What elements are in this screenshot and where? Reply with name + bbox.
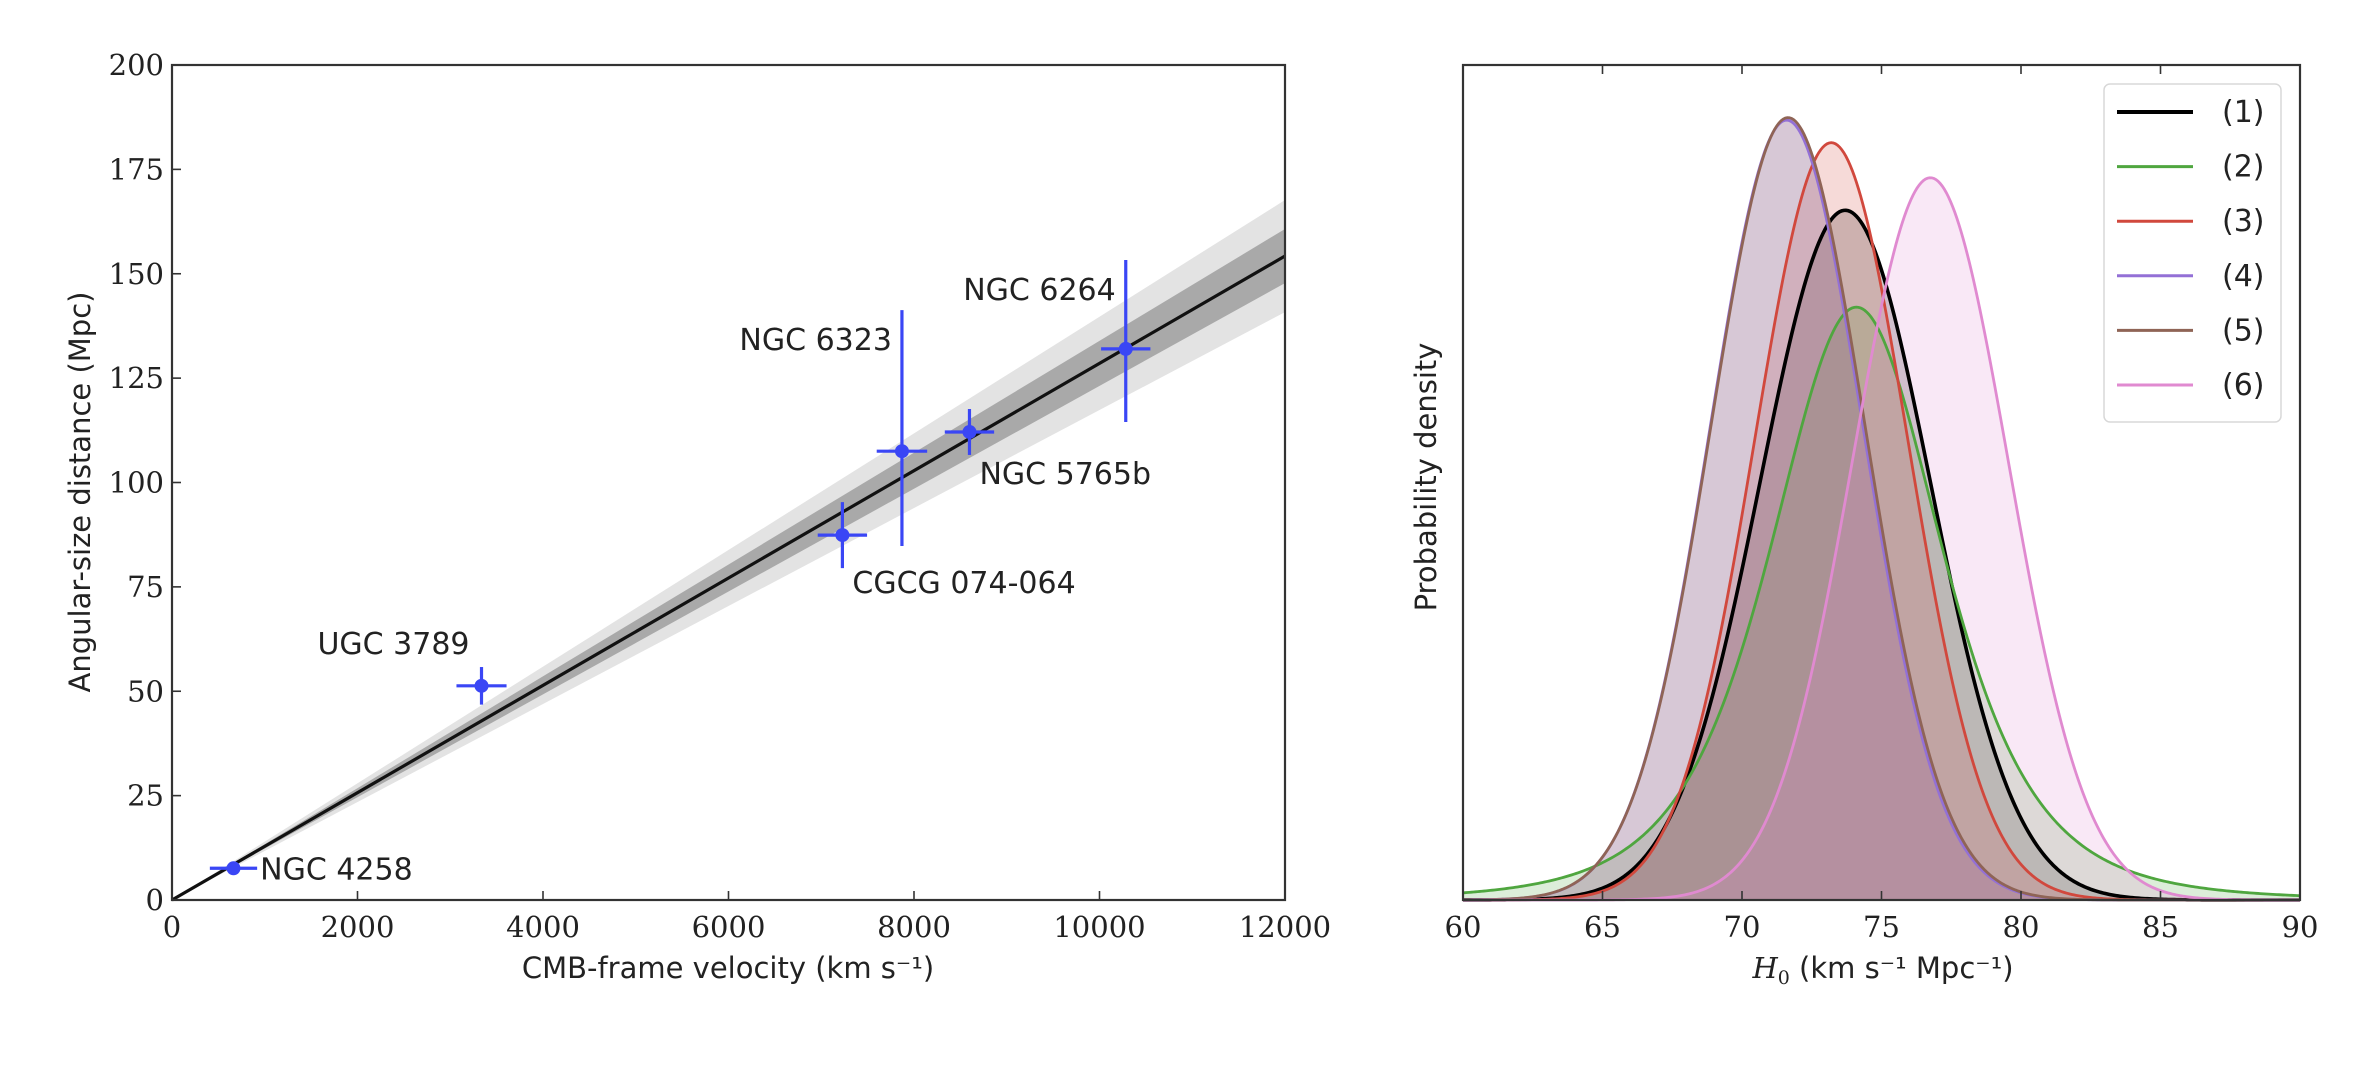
point-marker xyxy=(962,424,977,439)
point-label: NGC 4258 xyxy=(260,852,413,887)
point-label: CGCG 074-064 xyxy=(852,566,1075,601)
legend-item: (5) xyxy=(2117,313,2265,348)
point-label: NGC 6323 xyxy=(739,323,892,358)
right-plot-frame xyxy=(1461,63,2302,902)
legend-label: (1) xyxy=(2222,95,2265,130)
legend-label: (2) xyxy=(2222,150,2265,185)
posterior-line-2 xyxy=(1462,305,2301,898)
data-point: CGCG 074-064 xyxy=(817,502,1076,601)
hubble-diagram-panel: NGC 4258 UGC 3789 CGCG 074-064 NGC 6323 NGC … xyxy=(63,48,1331,985)
legend-item: (1) xyxy=(2117,95,2265,130)
x-tick-label: 0 xyxy=(163,910,181,944)
fit-confidence-bands xyxy=(172,200,1285,900)
x-tick-label: 90 xyxy=(2282,910,2319,944)
data-point: UGC 3789 xyxy=(317,627,507,705)
legend-item: (4) xyxy=(2117,259,2265,294)
h0-symbol: H xyxy=(1751,951,1778,985)
x-tick-label: 6000 xyxy=(692,910,766,944)
data-point: NGC 4258 xyxy=(209,852,413,887)
x-tick-label: 60 xyxy=(1445,910,1482,944)
point-marker xyxy=(1118,341,1133,356)
y-tick-label: 150 xyxy=(109,257,164,291)
fit-band-1sigma xyxy=(172,228,1285,900)
x-tick-label: 80 xyxy=(2003,910,2040,944)
point-marker xyxy=(226,861,241,876)
legend-item: (3) xyxy=(2117,204,2265,239)
legend-item: (6) xyxy=(2117,368,2265,403)
h0-posterior-panel: 60 65 70 75 80 85 90 H0 (km s⁻¹ Mpc⁻¹) Probabi… xyxy=(1409,63,2319,989)
x-tick-label: 65 xyxy=(1584,910,1621,944)
y-tick-label: 175 xyxy=(109,152,164,186)
x-tick-label: 75 xyxy=(1863,910,1900,944)
legend: (1) (2) (3) (4) (5) (6) xyxy=(2103,83,2282,423)
x-tick-label: 10000 xyxy=(1053,910,1145,944)
point-label: NGC 5765b xyxy=(979,457,1151,492)
legend-item: (2) xyxy=(2117,150,2265,185)
point-marker xyxy=(835,528,850,543)
y-tick-label: 200 xyxy=(109,48,164,82)
x-tick-label: 2000 xyxy=(321,910,395,944)
point-marker xyxy=(894,444,909,459)
data-point: NGC 6323 xyxy=(739,310,928,546)
data-points: NGC 4258 UGC 3789 CGCG 074-064 NGC 6323 NGC … xyxy=(209,259,1151,887)
legend-label: (3) xyxy=(2222,204,2265,239)
data-point: NGC 6264 xyxy=(963,259,1151,422)
left-x-axis-label: CMB-frame velocity (km s⁻¹) xyxy=(522,951,934,985)
x-tick-label: 85 xyxy=(2142,910,2179,944)
posterior-fill-4 xyxy=(1463,120,2300,900)
right-x-axis-label: H0 (km s⁻¹ Mpc⁻¹) xyxy=(1751,951,2013,989)
fit-line xyxy=(171,254,1286,902)
legend-label: (5) xyxy=(2222,313,2265,348)
y-tick-label: 50 xyxy=(127,674,164,708)
legend-label: (6) xyxy=(2222,368,2265,403)
h0-subscript: 0 xyxy=(1778,967,1790,989)
point-label: NGC 6264 xyxy=(963,273,1116,308)
fit-band-2sigma xyxy=(172,200,1285,900)
left-y-axis-label: Angular-size distance (Mpc) xyxy=(63,292,97,693)
y-tick-label: 0 xyxy=(146,883,164,917)
data-point: NGC 5765b xyxy=(944,409,1151,492)
right-y-axis-label: Probability density xyxy=(1409,343,1443,612)
y-tick-label: 125 xyxy=(109,361,164,395)
left-plot-frame xyxy=(170,63,1287,902)
x-tick-label: 70 xyxy=(1724,910,1761,944)
point-marker xyxy=(474,678,489,693)
posterior-fill-5 xyxy=(1463,117,2300,900)
y-tick-label: 25 xyxy=(127,779,164,813)
x-tick-label: 8000 xyxy=(877,910,951,944)
posterior-fill-1 xyxy=(1463,210,2300,900)
posterior-fill-2 xyxy=(1463,307,2300,900)
legend-label: (4) xyxy=(2222,259,2265,294)
y-tick-label: 75 xyxy=(127,570,164,604)
legend-frame xyxy=(2103,83,2282,423)
right-axis-ticks: 60 65 70 75 80 85 90 xyxy=(1445,65,2319,944)
left-axis-ticks: 0 2000 4000 6000 8000 10000 12000 0 25 50 75 100 125… xyxy=(109,48,1331,944)
x-tick-label: 4000 xyxy=(506,910,580,944)
point-label: UGC 3789 xyxy=(317,627,469,662)
y-tick-label: 100 xyxy=(109,466,164,500)
h0-units: (km s⁻¹ Mpc⁻¹) xyxy=(1790,951,2014,985)
fit-line-group xyxy=(171,254,1286,902)
x-tick-label: 12000 xyxy=(1239,910,1331,944)
left-x-axis-label-text: CMB-frame velocity (km s⁻¹) xyxy=(522,951,934,985)
